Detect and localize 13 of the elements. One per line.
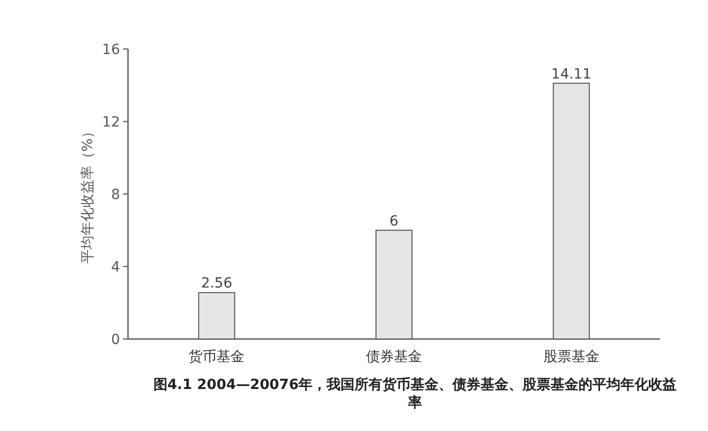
data-label: 2.56 (201, 276, 232, 292)
y-tick-label: 8 (111, 187, 120, 203)
x-tick-label: 债券基金 (366, 349, 422, 365)
y-tick-label: 4 (111, 260, 120, 276)
x-tick-label: 股票基金 (543, 349, 600, 365)
data-label: 14.11 (551, 66, 592, 82)
x-tick-label: 货币基金 (188, 349, 245, 365)
y-tick-label: 16 (102, 42, 120, 58)
caption: 图4.1 2004—20076年，我国所有货币基金、债券基金、股票基金的平均年化收益率 (152, 376, 678, 412)
data-label: 6 (390, 213, 399, 230)
y-axis-title: 平均年化收益率（%） (80, 124, 96, 264)
y-tick-label: 0 (111, 332, 120, 348)
y-tick-label: 12 (102, 114, 120, 130)
